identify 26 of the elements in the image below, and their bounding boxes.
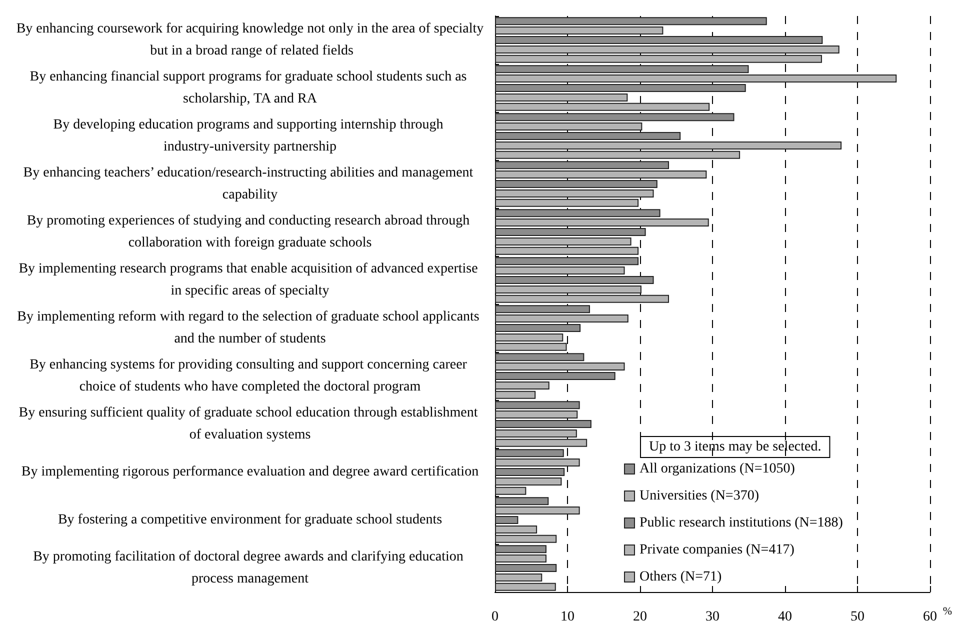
- legend-label: Universities (N=370): [640, 488, 760, 504]
- y-tick-label: By enhancing financial support programs for graduate school students such as scholarship, TA and RA: [30, 70, 470, 106]
- x-tick-label: 30: [706, 610, 720, 624]
- legend-label: Others (N=71): [640, 570, 722, 584]
- x-axis-title: %: [942, 606, 952, 618]
- y-tick-label: By implementing reform with regard to the selection of graduate school applicants and the number of students: [17, 310, 483, 346]
- y-tick-label: By enhancing systems for providing consulting and support concerning career choice of students who have completed the doctoral program: [30, 358, 470, 394]
- y-tick-label: By implementing research programs that enable acquisition of advanced expertise in specific areas of specialty: [18, 262, 482, 298]
- x-tick-label: 50: [850, 610, 864, 624]
- y-tick-label: By fostering a competitive environment for graduate school students: [58, 512, 442, 528]
- annotation: Up to 3 items may be selected.: [649, 440, 822, 454]
- y-tick-label: By implementing rigorous performance evaluation and degree award certification: [21, 464, 479, 480]
- y-tick-label: By enhancing coursework for acquiring knowledge not only in the area of specialty but in a broad range of related fields: [16, 22, 484, 58]
- legend-label: All organizations (N=1050): [640, 462, 796, 476]
- y-tick-label: By developing education programs and supporting internship through industry-university partnership: [53, 118, 447, 154]
- x-tick-label: 40: [778, 610, 792, 624]
- x-tick-label: 20: [633, 610, 647, 624]
- y-tick-label: By promoting facilitation of doctoral degree awards and clarifying education process management: [33, 550, 467, 586]
- x-tick-label: 10: [560, 610, 574, 624]
- y-tick-label: By ensuring sufficient quality of graduate school education through establishment of evaluation systems: [18, 406, 482, 442]
- x-tick-label: 0: [492, 610, 498, 624]
- legend-label: Private companies (N=417): [640, 542, 795, 558]
- y-tick-label: By enhancing teachers’ education/research-instructing abilities and management capability: [23, 166, 477, 202]
- legend-label: Public research institutions (N=188): [640, 516, 844, 530]
- x-tick-label: 60: [923, 610, 937, 624]
- y-tick-label: By promoting experiences of studying and conducting research abroad through collaboration with foreign graduate schools: [26, 214, 474, 250]
